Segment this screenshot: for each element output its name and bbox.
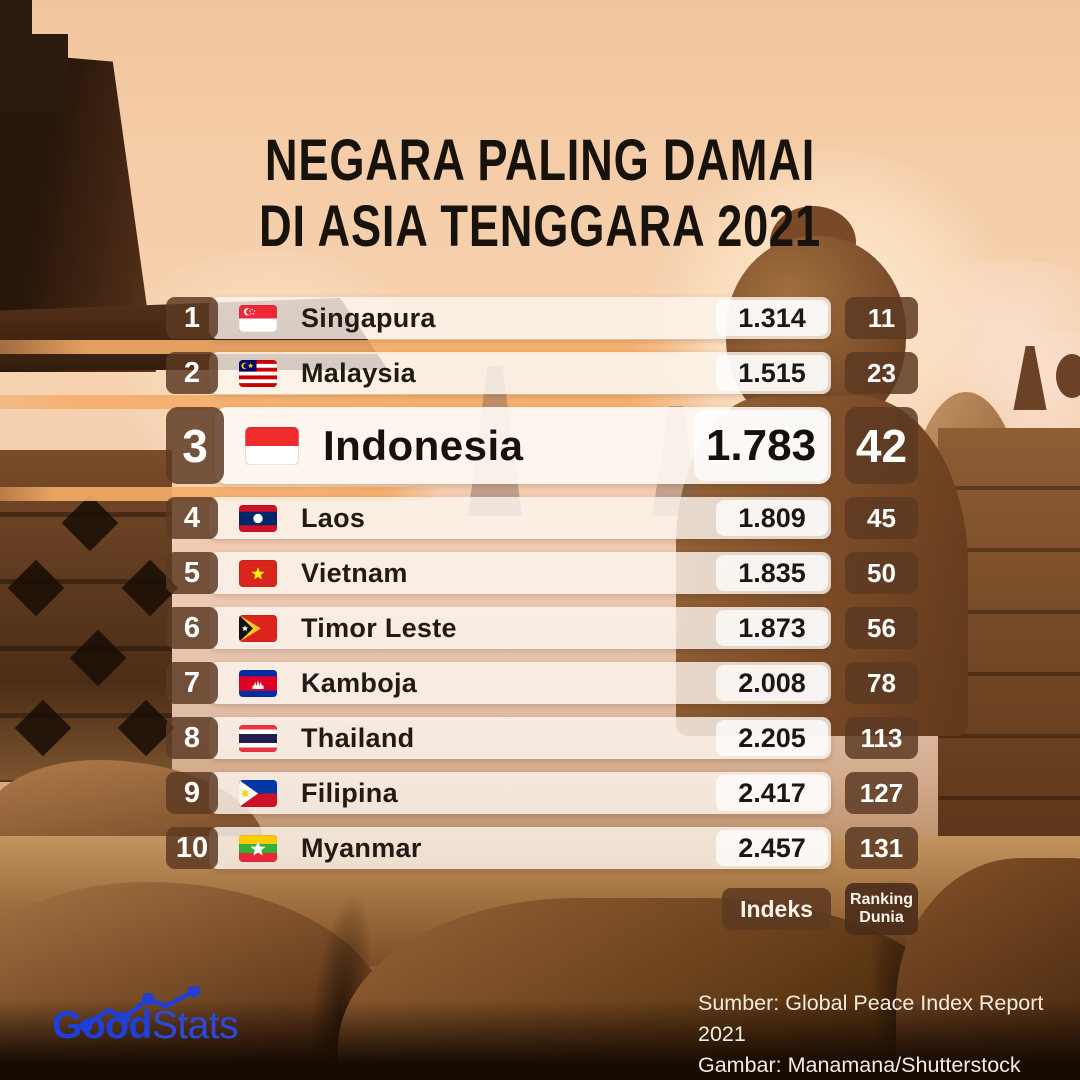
rank-badge: 10: [166, 827, 218, 869]
flag-icon-la: [239, 504, 277, 532]
country-bar: Myanmar 2.457: [209, 827, 831, 869]
ranking-table: 1 Singapura 1.314 11 2 Malaysia 1.515 23 3 Ind…: [166, 297, 918, 882]
flag-icon-mm: [239, 834, 277, 862]
country-name: Malaysia: [301, 357, 416, 388]
table-row-kamboja: 7 Kamboja 2.008 78: [166, 662, 918, 704]
flag-icon-my: [239, 359, 277, 387]
table-row-thailand: 8 Thailand 2.205 113: [166, 717, 918, 759]
country-name: Indonesia: [323, 421, 524, 469]
table-row-malaysia: 2 Malaysia 1.515 23: [166, 352, 918, 394]
flag-icon-id: [245, 426, 299, 465]
rank-badge: 9: [166, 772, 218, 814]
world-rank-value: 23: [845, 352, 918, 394]
world-rank-value: 131: [845, 827, 918, 869]
world-rank-value: 113: [845, 717, 918, 759]
logo-text-stats: Stats: [151, 1004, 239, 1047]
country-name: Singapura: [301, 302, 436, 333]
sunlit-band: [0, 395, 716, 409]
country-name: Timor Leste: [301, 612, 457, 643]
world-rank-value: 78: [845, 662, 918, 704]
lattice-wall: [0, 450, 179, 782]
country-bar: Malaysia 1.515: [209, 352, 831, 394]
index-value: 1.873: [716, 610, 828, 646]
index-value: 1.809: [716, 500, 828, 536]
page-title: NEGARA PALING DAMAI DI ASIA TENGGARA 202…: [0, 128, 1080, 259]
country-bar: Indonesia 1.783: [215, 407, 831, 484]
source-line: Sumber: Global Peace Index Report 2021: [698, 991, 1044, 1047]
goodstats-logo: Good Stats: [52, 986, 239, 1048]
country-bar: Timor Leste 1.873: [209, 607, 831, 649]
index-value: 1.515: [716, 355, 828, 391]
country-name: Laos: [301, 502, 366, 533]
country-bar: Vietnam 1.835: [209, 552, 831, 594]
table-row-laos: 4 Laos 1.809 45: [166, 497, 918, 539]
index-value: 2.417: [716, 775, 828, 811]
flag-icon-vn: [239, 559, 277, 587]
lattice-hole: [7, 559, 65, 617]
table-row-timor-leste: 6 Timor Leste 1.873 56: [166, 607, 918, 649]
column-labels: Indeks Ranking Dunia: [166, 883, 918, 935]
rank-badge: 3: [166, 407, 224, 484]
table-row-vietnam: 5 Vietnam 1.835 50: [166, 552, 918, 594]
country-bar: Laos 1.809: [209, 497, 831, 539]
line-chart-icon: [79, 986, 201, 1032]
rank-badge: 1: [166, 297, 218, 339]
sunlit-band: [0, 340, 716, 354]
lattice-hole: [61, 494, 119, 552]
rank-badge: 2: [166, 352, 218, 394]
table-row-filipina: 9 Filipina 2.417 127: [166, 772, 918, 814]
flag-icon-th: [239, 724, 277, 752]
title-line-2: DI ASIA TENGGARA 2021: [259, 193, 821, 259]
flag-icon-sg: [239, 304, 277, 332]
index-value: 1.835: [716, 555, 828, 591]
world-rank-value: 50: [845, 552, 918, 594]
index-value: 1.783: [694, 410, 828, 481]
world-rank-value: 45: [845, 497, 918, 539]
world-rank-value: 42: [845, 407, 918, 484]
index-value: 1.314: [716, 300, 828, 336]
source-credit: Sumber: Global Peace Index Report 2021 G…: [698, 988, 1080, 1080]
country-name: Kamboja: [301, 667, 418, 698]
country-bar: Thailand 2.205: [209, 717, 831, 759]
rank-badge: 4: [166, 497, 218, 539]
rank-badge: 6: [166, 607, 218, 649]
country-bar: Singapura 1.314: [209, 297, 831, 339]
country-bar: Filipina 2.417: [209, 772, 831, 814]
table-row-singapura: 1 Singapura 1.314 11: [166, 297, 918, 339]
world-rank-value: 56: [845, 607, 918, 649]
flag-icon-tl: [239, 614, 277, 642]
lattice-hole: [14, 699, 72, 757]
index-value: 2.008: [716, 665, 828, 701]
country-name: Vietnam: [301, 557, 408, 588]
lattice-hole: [69, 629, 127, 687]
title-line-1: NEGARA PALING DAMAI: [264, 128, 816, 193]
country-name: Filipina: [301, 777, 398, 808]
rank-badge: 7: [166, 662, 218, 704]
flag-icon-kh: [239, 669, 277, 697]
country-name: Myanmar: [301, 832, 422, 863]
world-rank-value: 127: [845, 772, 918, 814]
index-value: 2.457: [716, 830, 828, 866]
world-rank-value: 11: [845, 297, 918, 339]
index-column-label: Indeks: [722, 888, 831, 930]
index-value: 2.205: [716, 720, 828, 756]
bottom-shadow: [0, 1000, 1080, 1080]
country-bar: Kamboja 2.008: [209, 662, 831, 704]
flag-icon-ph: [239, 779, 277, 807]
country-name: Thailand: [301, 722, 415, 753]
table-row-myanmar: 10 Myanmar 2.457 131: [166, 827, 918, 869]
rank-badge: 5: [166, 552, 218, 594]
distant-statue: [1056, 354, 1080, 398]
world-rank-column-label: Ranking Dunia: [845, 883, 918, 935]
table-row-indonesia: 3 Indonesia 1.783 42: [166, 407, 918, 484]
rank-badge: 8: [166, 717, 218, 759]
image-credit-line: Gambar: Manamana/Shutterstock: [698, 1053, 1021, 1078]
